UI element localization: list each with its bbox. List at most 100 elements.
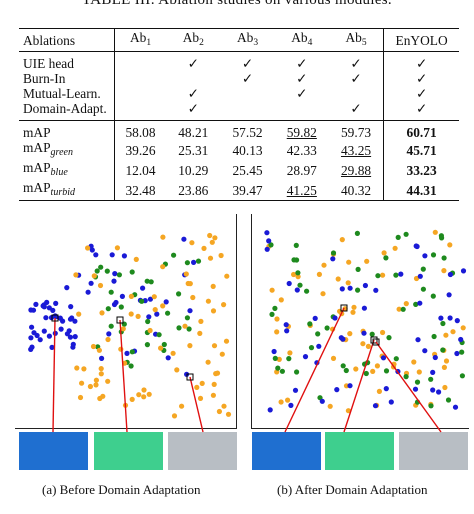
blue-point: [383, 386, 389, 392]
table-header-row: Ablations Ab1 Ab2 Ab3 Ab4 Ab5 EnYOLO: [19, 28, 459, 52]
blue-point: [454, 318, 460, 324]
orange-point: [87, 383, 93, 390]
green-point: [269, 311, 275, 317]
green-point: [144, 342, 150, 348]
green-point: [414, 379, 421, 385]
table-row: mAPgreen 39.26 25.31 40.13 42.33 43.25 45.71: [19, 140, 459, 160]
green-point: [275, 365, 281, 371]
metric-label: mAPgreen: [23, 140, 73, 158]
blue-point: [412, 386, 419, 392]
orange-point: [278, 399, 284, 405]
green-point: [355, 266, 361, 272]
orange-point: [353, 366, 359, 372]
highlight-marker: [372, 338, 380, 346]
orange-point: [114, 245, 120, 251]
blue-point: [30, 307, 37, 313]
blue-point: [119, 293, 125, 299]
orange-point: [450, 329, 456, 335]
blue-point: [284, 328, 290, 334]
green-point: [98, 264, 104, 270]
green-point: [176, 291, 182, 297]
blue-point: [446, 292, 452, 298]
orange-point: [99, 310, 105, 316]
check-cell: ✓: [187, 56, 199, 71]
orange-point: [141, 387, 147, 393]
green-point: [129, 269, 135, 275]
green-point: [315, 331, 321, 337]
blue-point: [112, 271, 118, 277]
blue-point: [124, 350, 130, 356]
check-cell: ✓: [350, 71, 362, 86]
check-cell: ✓: [296, 86, 308, 101]
leader-line: [119, 319, 128, 433]
orange-point: [392, 245, 398, 251]
metric-value: 59.73: [340, 125, 372, 140]
orange-point: [187, 281, 193, 287]
blue-point: [432, 354, 438, 361]
orange-point: [120, 326, 126, 332]
green-point: [128, 363, 134, 369]
green-sample-thumbnail: [325, 432, 394, 470]
check-cell: [166, 71, 220, 86]
orange-point: [96, 347, 102, 353]
orange-point: [278, 297, 284, 303]
orange-point: [380, 329, 386, 336]
green-point: [355, 287, 361, 293]
orange-point: [432, 229, 438, 235]
panel-a-right-axis: [236, 214, 237, 428]
orange-point: [380, 272, 386, 278]
check-cell: [113, 86, 167, 101]
metric-value: 59.82: [286, 125, 317, 140]
check-cell: ✓: [187, 86, 199, 101]
orange-point: [211, 343, 218, 349]
turbid-sample-thumbnail: [168, 432, 237, 470]
orange-point: [207, 232, 213, 239]
orange-point: [381, 250, 387, 256]
blue-point: [414, 243, 420, 250]
blue-point: [66, 328, 72, 334]
blue-point: [49, 344, 55, 350]
panel-b-caption: (b) After Domain Adaptation: [277, 482, 428, 497]
metric-value: 39.26: [113, 140, 167, 160]
blue-point: [417, 300, 423, 306]
check-cell: ✓: [241, 56, 254, 71]
blue-point: [316, 343, 322, 349]
metric-value: 23.86: [166, 180, 221, 201]
blue-point: [111, 301, 118, 308]
blue-point: [373, 287, 379, 293]
green-point: [272, 305, 278, 311]
orange-point: [327, 403, 333, 409]
metric-label: mAPturbid: [19, 180, 115, 201]
table-row: Mutual-Learn. ✓ ✓ ✓: [19, 86, 459, 101]
blue-point: [165, 355, 171, 361]
metric-value: 57.52: [232, 125, 263, 140]
green-point: [369, 331, 375, 337]
green-point: [330, 250, 337, 256]
orange-point: [79, 380, 85, 386]
blue-point: [347, 383, 353, 389]
green-point: [304, 288, 310, 294]
blue-point: [417, 273, 423, 279]
green-point: [393, 272, 399, 278]
green-point: [161, 341, 167, 348]
table-row: Domain-Adapt. ✓ ✓ ✓: [19, 101, 459, 116]
orange-point: [98, 366, 104, 372]
orange-point: [269, 287, 275, 293]
metric-value: 33.23: [383, 160, 459, 180]
blue-point: [452, 404, 459, 410]
orange-point: [174, 367, 180, 373]
orange-point: [179, 403, 185, 409]
table-row: mAP 58.08 48.21 57.52 59.82 59.73 60.71: [19, 125, 459, 140]
blue-point: [422, 253, 428, 259]
metric-value: 58.08: [113, 125, 167, 140]
green-point: [413, 301, 419, 307]
orange-point: [201, 245, 207, 251]
blue-point: [111, 278, 117, 284]
orange-point: [360, 341, 366, 347]
blue-point: [415, 337, 421, 343]
green-point: [294, 257, 300, 263]
green-point: [121, 321, 127, 327]
green-point: [383, 368, 390, 374]
blue-point: [57, 315, 63, 321]
blue-point: [430, 369, 436, 375]
